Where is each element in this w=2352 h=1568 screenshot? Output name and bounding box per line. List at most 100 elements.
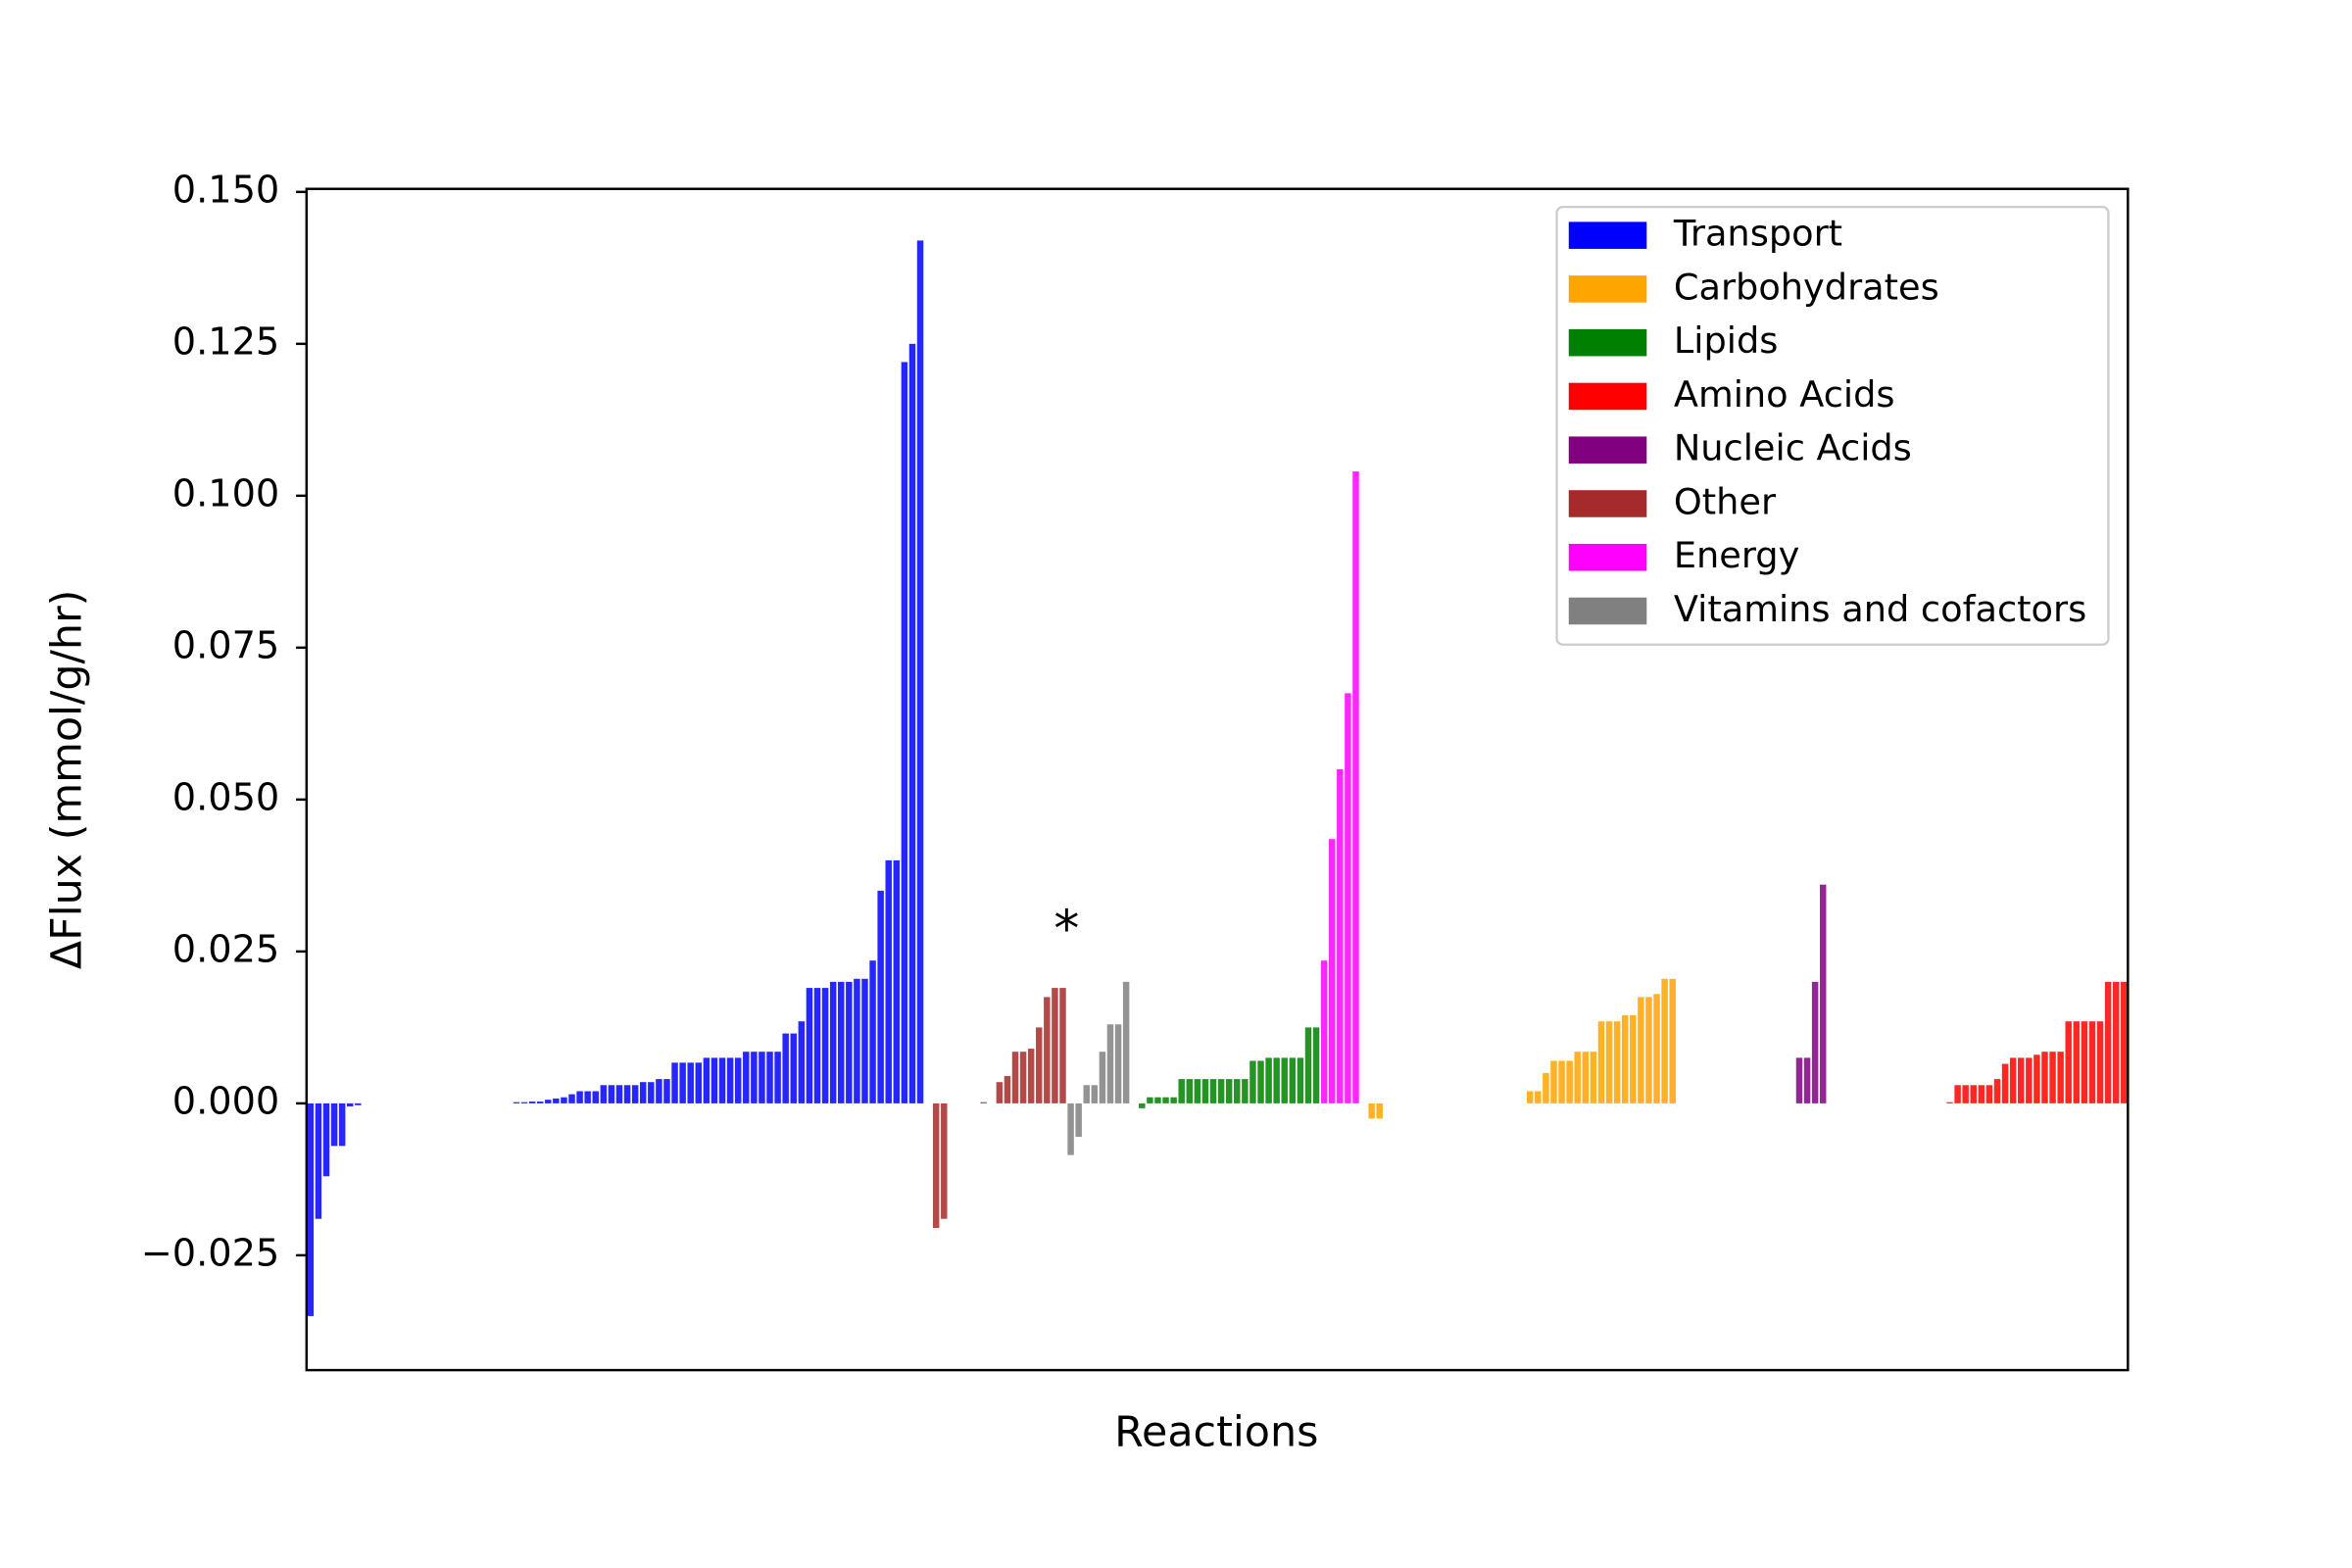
bar <box>726 1057 734 1103</box>
bar <box>885 859 892 1103</box>
bar <box>2009 1057 2017 1103</box>
bar <box>1052 988 1058 1103</box>
y-tick-label: 0.150 <box>172 169 279 212</box>
bar <box>608 1085 615 1103</box>
legend-label: Amino Acids <box>1674 373 1895 416</box>
bar <box>2034 1054 2040 1103</box>
bar <box>1011 1052 1019 1103</box>
bar <box>545 1100 552 1103</box>
bar <box>1312 1027 1320 1103</box>
bar <box>1004 1075 1011 1103</box>
bar <box>1590 1052 1597 1103</box>
bar <box>520 1102 528 1103</box>
bar <box>1543 1072 1549 1103</box>
bar <box>1147 1097 1153 1103</box>
bar <box>908 343 916 1103</box>
bar <box>1242 1079 1249 1103</box>
bar <box>561 1097 567 1103</box>
bar <box>1669 978 1676 1103</box>
bar <box>1566 1060 1573 1103</box>
bar <box>1946 1102 1953 1103</box>
bar <box>687 1062 694 1103</box>
legend-label: Lipids <box>1674 319 1779 362</box>
bar <box>1201 1079 1209 1103</box>
y-tick-label: −0.025 <box>141 1232 280 1275</box>
bar <box>1194 1079 1201 1103</box>
legend-label: Transport <box>1673 213 1842 255</box>
bar <box>821 988 829 1103</box>
bar <box>1154 1097 1161 1103</box>
legend-swatch <box>1568 382 1647 411</box>
bar <box>1114 1024 1122 1103</box>
y-tick-label: 0.100 <box>172 472 279 515</box>
bar <box>2096 1021 2104 1103</box>
bar <box>671 1062 678 1103</box>
bar <box>2001 1063 2009 1103</box>
bar <box>656 1079 662 1103</box>
bar <box>2088 1021 2096 1103</box>
bar <box>2081 1021 2088 1103</box>
legend-swatch <box>1568 275 1647 303</box>
bar <box>623 1085 631 1103</box>
bar <box>813 988 821 1103</box>
bar <box>1091 1085 1099 1103</box>
bar <box>798 1021 806 1103</box>
bar <box>330 1102 338 1147</box>
bar <box>1067 1102 1074 1155</box>
legend-frame <box>1555 205 2110 646</box>
bar <box>1638 997 1644 1103</box>
legend-label: Vitamins and cofactors <box>1674 588 2086 630</box>
bar <box>2041 1052 2048 1103</box>
bar <box>1186 1079 1194 1103</box>
bar <box>1234 1079 1241 1103</box>
bar <box>1376 1102 1383 1119</box>
bar <box>1978 1085 1985 1103</box>
y-tick-label: 0.075 <box>172 624 279 667</box>
bar <box>1597 1021 1605 1103</box>
bar <box>1217 1079 1225 1103</box>
bar <box>893 859 901 1103</box>
bar <box>1044 997 1051 1103</box>
bar <box>553 1098 560 1103</box>
bar <box>782 1033 789 1103</box>
bar <box>1630 1014 1637 1103</box>
bar <box>1621 1014 1629 1103</box>
bar <box>1645 997 1652 1103</box>
bar <box>854 978 860 1103</box>
bar <box>1605 1021 1613 1103</box>
bar <box>1970 1085 1977 1103</box>
bar <box>1527 1091 1534 1103</box>
legend-label: Nucleic Acids <box>1674 427 1912 469</box>
bar <box>322 1102 330 1177</box>
bar <box>1178 1079 1185 1103</box>
bar <box>1019 1052 1027 1103</box>
bar <box>759 1052 765 1103</box>
bar <box>1574 1052 1581 1103</box>
bar <box>536 1102 544 1103</box>
legend-swatch <box>1568 436 1647 464</box>
bar <box>695 1062 703 1103</box>
bar <box>1993 1079 2001 1103</box>
bar <box>1257 1060 1264 1103</box>
bar <box>338 1102 346 1147</box>
bar <box>1954 1085 1961 1103</box>
bar <box>1075 1102 1082 1137</box>
legend-label: Other <box>1674 480 1777 522</box>
bar <box>1250 1060 1256 1103</box>
legend-swatch <box>1568 490 1647 517</box>
bar <box>766 1052 773 1103</box>
bar <box>1582 1052 1590 1103</box>
bar <box>1059 988 1066 1103</box>
legend-label: Carbohydrates <box>1674 266 1939 308</box>
bar <box>996 1082 1004 1103</box>
bar <box>1106 1024 1114 1103</box>
legend-swatch <box>1568 543 1647 571</box>
bar <box>568 1094 575 1103</box>
bar <box>1345 693 1351 1103</box>
legend-label: Energy <box>1674 534 1800 576</box>
y-tick-label: 0.125 <box>172 320 279 364</box>
bar <box>806 988 813 1103</box>
bar <box>2049 1052 2056 1103</box>
